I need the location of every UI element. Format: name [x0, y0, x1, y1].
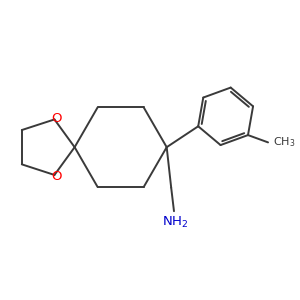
Text: CH$_3$: CH$_3$ — [272, 136, 295, 149]
Text: O: O — [51, 112, 62, 125]
Text: O: O — [51, 169, 62, 183]
Text: NH$_2$: NH$_2$ — [162, 214, 188, 230]
